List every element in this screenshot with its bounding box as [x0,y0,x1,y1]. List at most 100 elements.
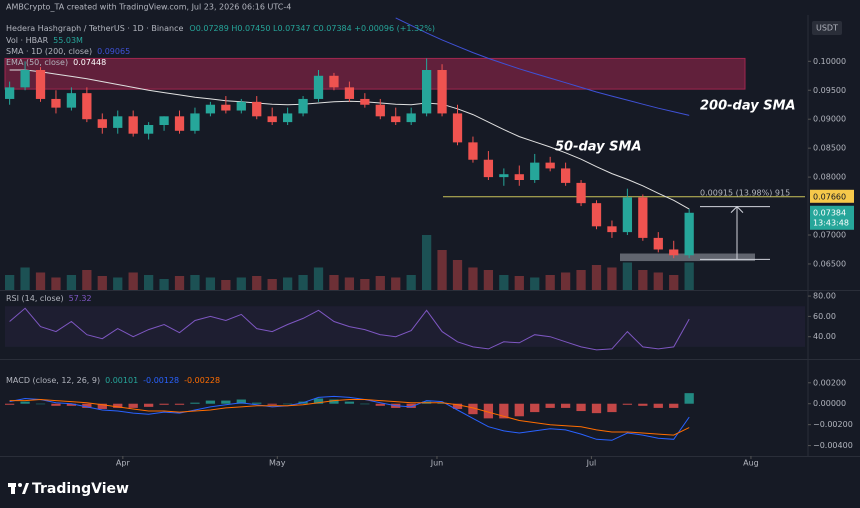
volume-bar [205,277,216,290]
candle-body [35,70,46,99]
histogram-bar [483,403,494,419]
volume-bar [607,267,617,290]
histogram-bar [66,403,77,406]
y-tick-label: 0.08500 [813,144,846,153]
level-price: 0.07660 [813,192,846,201]
legend-value: -0.00228 [184,376,220,385]
legend-ema: EMA (50, close) 0.07448 [6,58,106,67]
histogram-bar [653,403,663,408]
brand: TradingView [32,481,129,497]
rsi-band [5,306,805,347]
candle-body [159,116,169,125]
candle-body [313,75,324,99]
histogram-bar [35,403,46,405]
legend-rsi: RSI (14, close) 57.32 [6,294,92,303]
histogram-bar [344,401,355,404]
histogram-bar [252,402,262,404]
logo-shape [22,483,29,494]
y-tick-label: 0.00000 [813,399,846,408]
histogram-bar [313,398,324,404]
histogram-bar [221,400,231,404]
volume-bar [113,277,123,290]
candle-body [421,70,432,114]
candle-body [638,197,648,238]
candle-body [669,249,679,256]
volume-bar [298,275,308,290]
histogram-bar [174,403,185,405]
candle-body [391,116,401,123]
volume-bar [684,262,694,290]
candle-body [128,116,138,134]
x-tick-label: Apr [116,459,131,468]
annotation: 200-day SMA [700,99,796,114]
volume-bar [174,276,185,290]
macd-line [9,398,690,436]
volume-bar [622,262,633,290]
candle-body [375,104,385,117]
candle-body [360,98,370,105]
candle-body [221,104,231,111]
volume-bar [97,276,107,290]
volume-bar [669,275,679,290]
candle-body [236,101,246,111]
volume-bar [421,235,432,290]
candle-body [298,98,308,114]
chart-title: Hedera Hashgraph / TetherUS · 1D · Binan… [6,24,183,33]
volume-bar [66,275,77,290]
legend-label: MACD (close, 12, 26, 9) [6,376,100,385]
histogram-bar [82,403,92,408]
y-tick-label: 0.09000 [813,115,846,124]
legend-label: EMA (50, close) [6,58,68,67]
plot-layer: 0.06500 0.07000 0.08000 0.08500 0.09000 0.095… [0,15,860,468]
histogram-bar [5,403,15,405]
currency[interactable]: USDT [816,24,838,33]
legend-title: Hedera Hashgraph / TetherUS · 1D · Binan… [6,24,435,33]
candle-body [190,113,200,131]
legend-macd: MACD (close, 12, 26, 9) 0.00101 -0.00128 -0… [6,376,220,385]
volume-bar [375,276,385,290]
candle-body [591,203,602,227]
legend-value: 0.09065 [97,47,130,56]
histogram-bar [514,403,524,417]
candle-body [514,174,524,180]
arrow-head [730,205,744,213]
brand-logo: TradingView [8,481,129,497]
volume-bar [143,275,154,290]
volume-bar [514,276,524,290]
candle-body [622,197,633,233]
candle-body [452,113,463,143]
volume-bar [591,265,602,290]
candle-body [113,116,123,128]
level-price-box [810,189,854,203]
candle-body [282,113,293,123]
candle-body [143,125,154,134]
volume-bar [51,277,61,290]
histogram-bar [622,403,633,405]
y-tick-label: 0.07000 [813,231,846,240]
candle-body [576,182,586,204]
currency-box[interactable] [812,21,842,35]
histogram-bar [638,403,648,406]
volume-bar [406,275,416,290]
volume-bar [236,277,246,290]
candle-body [5,87,15,99]
candle-body [607,226,617,233]
histogram-bar [128,403,138,408]
legend-value: 57.32 [69,294,92,303]
candle-body [252,101,262,117]
candle-body [545,162,555,169]
volume-bar [252,276,262,290]
volume-bar [437,250,447,290]
candle-body [483,159,494,178]
volume-bar [530,277,540,290]
candle-body [20,70,30,88]
histogram-bar [205,400,216,404]
volume-bar [344,277,355,290]
y-tick-label: 40.00 [813,332,836,341]
volume-bar [5,275,15,290]
logo-shape [18,483,22,487]
y-tick-label: 0.10000 [813,57,846,66]
histogram-bar [113,403,123,408]
rsi-line [9,307,690,351]
y-tick-label: 80.00 [813,292,836,301]
